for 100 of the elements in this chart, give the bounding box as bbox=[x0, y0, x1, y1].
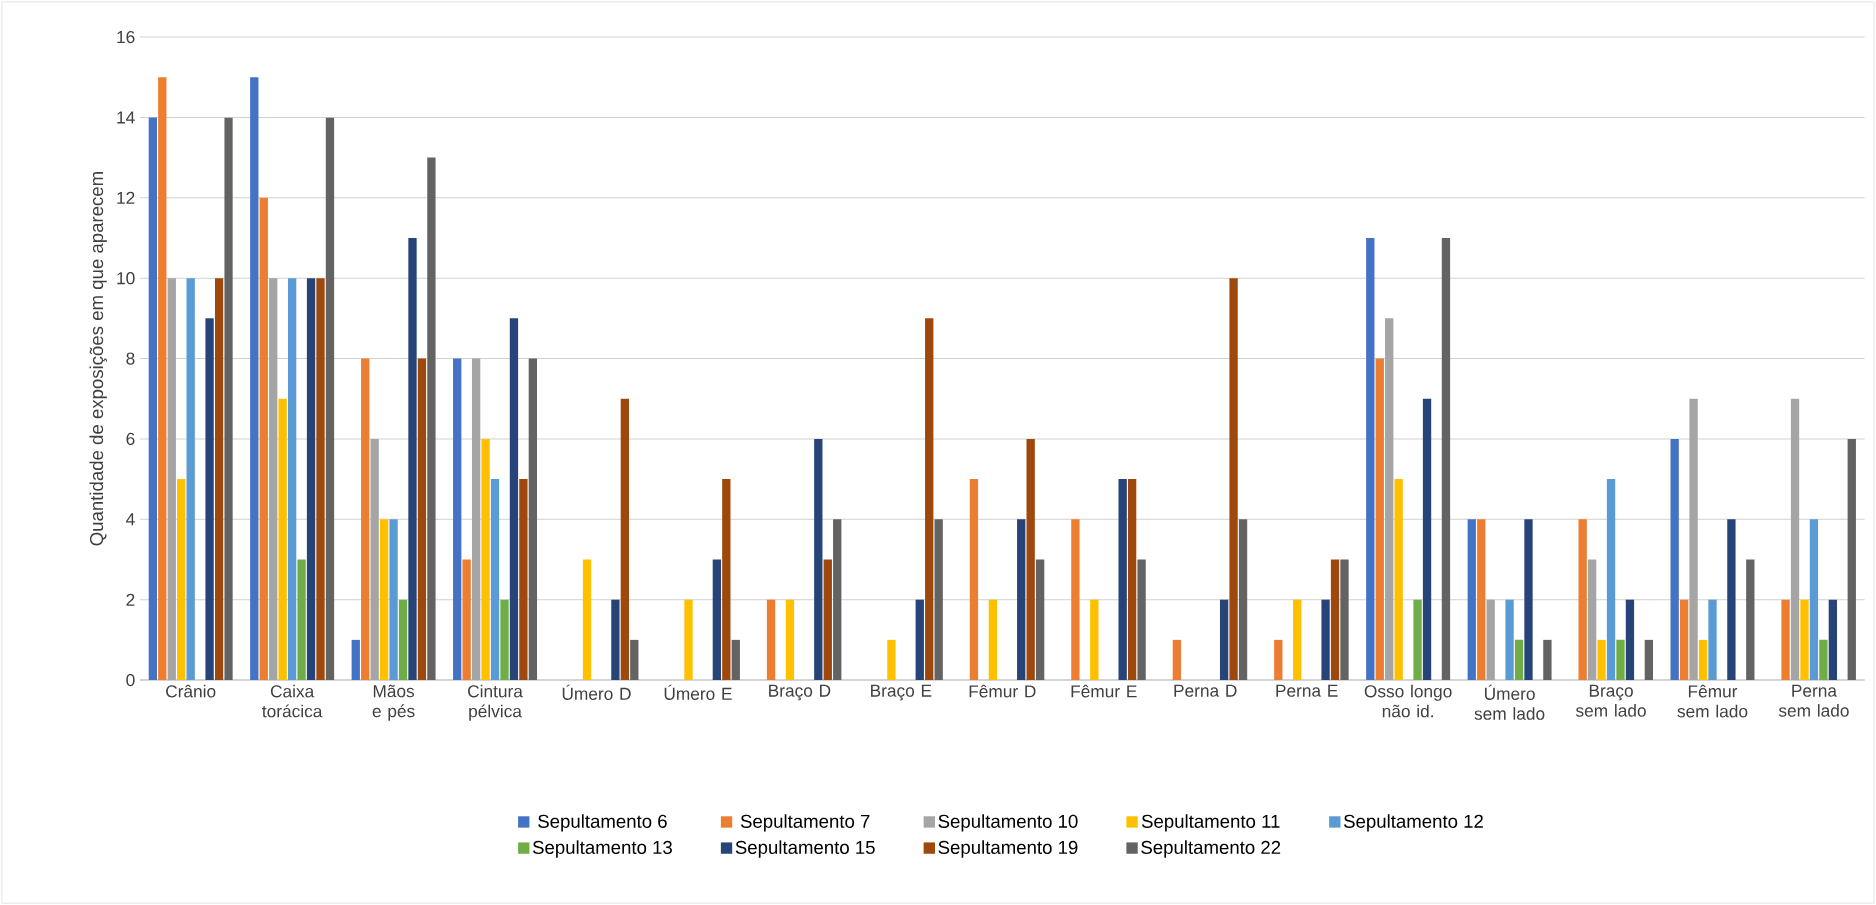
bar bbox=[417, 358, 427, 680]
bar bbox=[1587, 559, 1597, 680]
bar bbox=[250, 77, 259, 680]
x-tick-label: Perna E bbox=[1276, 684, 1338, 697]
bar bbox=[325, 117, 335, 680]
bar bbox=[934, 519, 943, 680]
x-tick-label: Braço sem lado bbox=[1575, 684, 1646, 717]
x-tick-label: Braço E bbox=[871, 684, 932, 701]
legend-label: Sepultamento 13 bbox=[532, 840, 672, 858]
x-tick-label: Osso longo não id. bbox=[1364, 684, 1452, 718]
bar bbox=[1746, 559, 1755, 680]
bar bbox=[490, 479, 500, 680]
bar bbox=[1625, 599, 1635, 680]
legend-label: Sepultamento 11 bbox=[1141, 814, 1280, 832]
y-tick-label: 14 bbox=[117, 111, 135, 124]
bar bbox=[398, 599, 408, 680]
bar bbox=[1727, 519, 1736, 680]
bar bbox=[969, 479, 979, 680]
bar bbox=[915, 599, 924, 680]
bar bbox=[582, 559, 592, 680]
bar bbox=[630, 639, 639, 680]
bar bbox=[1274, 639, 1283, 680]
bar bbox=[177, 479, 186, 680]
x-tick-label: Úmero D bbox=[562, 684, 631, 700]
x-tick-label: Mãos e pés bbox=[372, 684, 415, 721]
bar bbox=[925, 318, 934, 680]
bar bbox=[1413, 599, 1422, 680]
bar bbox=[287, 278, 297, 680]
bar bbox=[1366, 237, 1375, 680]
y-tick-label: 12 bbox=[117, 191, 135, 204]
bar bbox=[214, 278, 224, 680]
bar bbox=[351, 639, 360, 680]
bar bbox=[1597, 639, 1606, 680]
bar bbox=[379, 519, 389, 680]
bar bbox=[408, 237, 417, 680]
bar bbox=[1385, 318, 1394, 680]
bar bbox=[1514, 639, 1524, 680]
x-tick-label: Braço D bbox=[769, 684, 831, 701]
bar bbox=[1781, 599, 1790, 680]
bar bbox=[1375, 358, 1384, 680]
bar bbox=[1578, 519, 1587, 680]
legend-label: Sepultamento 15 bbox=[735, 840, 875, 858]
bar bbox=[259, 197, 268, 680]
bar bbox=[722, 479, 731, 680]
x-tick-label: Cintura pélvica bbox=[468, 684, 523, 721]
y-axis-title: Quantidade de exposições em que aparecem bbox=[89, 172, 107, 546]
x-tick-label: Úmero E bbox=[664, 684, 732, 700]
bar bbox=[611, 599, 620, 680]
x-tick-label: Fêmur E bbox=[1071, 684, 1137, 698]
bar bbox=[1809, 519, 1819, 680]
bar bbox=[1698, 639, 1708, 680]
bar bbox=[1090, 599, 1099, 680]
x-tick-label: Perna D bbox=[1174, 684, 1237, 697]
bar bbox=[684, 599, 693, 680]
bar bbox=[500, 599, 509, 680]
legend-label: Sepultamento 19 bbox=[938, 840, 1078, 858]
bar bbox=[1819, 639, 1828, 680]
bar bbox=[1035, 559, 1045, 680]
y-tick-label: 6 bbox=[126, 432, 135, 445]
bar bbox=[1137, 559, 1146, 680]
bar bbox=[1486, 599, 1495, 680]
bar bbox=[509, 318, 519, 680]
bar bbox=[1670, 438, 1679, 680]
bar bbox=[471, 358, 481, 680]
bar bbox=[481, 438, 490, 680]
bar bbox=[1229, 278, 1238, 680]
x-tick-label: Caixa torácica bbox=[262, 684, 323, 718]
bar bbox=[158, 77, 167, 680]
bar bbox=[1172, 639, 1182, 680]
y-tick-label: 4 bbox=[126, 513, 135, 526]
bar bbox=[988, 599, 998, 680]
bar bbox=[205, 318, 214, 680]
bar bbox=[1644, 639, 1654, 680]
bar bbox=[1606, 479, 1616, 680]
legend-label: Sepultamento 10 bbox=[938, 814, 1078, 832]
bar bbox=[1238, 519, 1248, 680]
bar bbox=[1828, 599, 1838, 680]
bar bbox=[427, 157, 436, 680]
bar bbox=[712, 559, 722, 680]
bar bbox=[1524, 519, 1533, 680]
bar bbox=[823, 559, 832, 680]
legend-label: Sepultamento 12 bbox=[1344, 814, 1483, 832]
bar bbox=[1394, 479, 1403, 680]
bar bbox=[186, 278, 195, 680]
bar bbox=[1441, 237, 1451, 680]
y-tick-label: 10 bbox=[117, 272, 135, 285]
legend-label: Sepultamento 6 bbox=[538, 814, 667, 832]
x-tick-label: Úmero sem lado bbox=[1474, 684, 1545, 720]
bar bbox=[389, 519, 398, 680]
bar bbox=[1293, 599, 1302, 680]
bar bbox=[297, 559, 306, 680]
bar bbox=[1689, 398, 1698, 680]
bar bbox=[1219, 599, 1229, 680]
x-tick-label: Fêmur D bbox=[969, 684, 1036, 698]
bar bbox=[148, 117, 158, 680]
bar bbox=[1616, 639, 1625, 680]
bar bbox=[528, 358, 538, 680]
x-tick-label: Fêmur sem lado bbox=[1677, 684, 1748, 718]
bar bbox=[1026, 438, 1035, 680]
legend-label: Sepultamento 7 bbox=[740, 814, 870, 832]
